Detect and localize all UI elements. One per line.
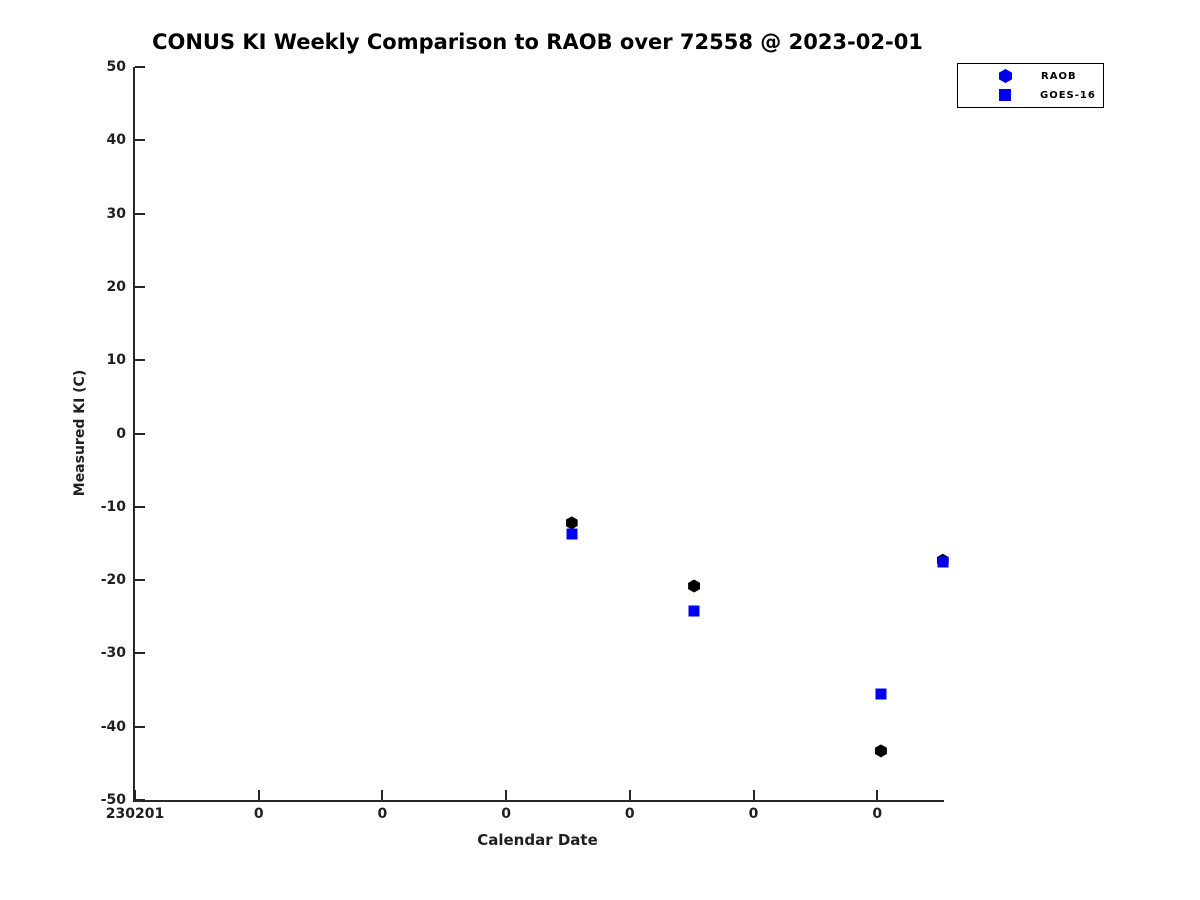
y-tick-mark <box>135 652 145 655</box>
y-tick-mark <box>135 285 145 288</box>
y-tick-label: 10 <box>106 352 126 369</box>
legend-entry-raob: RAOB <box>958 68 1103 84</box>
y-tick-mark <box>135 432 145 435</box>
y-tick-label: -30 <box>100 645 126 662</box>
plot-area: 50 40 30 20 10 0 -10 -20 -30 -40 -50 230201 0 0 0 0 0 0 <box>101 59 949 822</box>
y-tick-label: -20 <box>100 572 126 589</box>
goes-16-data-point <box>937 556 949 568</box>
y-axis-label: Measured KI (C) <box>72 369 88 497</box>
x-tick-mark <box>381 790 384 800</box>
x-tick-label: 0 <box>377 806 388 822</box>
y-tick-label: 40 <box>106 132 126 149</box>
x-tick-label: 230201 <box>105 806 165 822</box>
x-tick-label: 0 <box>253 806 264 822</box>
y-tick-label: 50 <box>106 59 126 75</box>
y-tick-label: -50 <box>100 792 126 808</box>
goes-16-data-point <box>566 528 578 540</box>
raob-data-point <box>874 744 887 758</box>
goes-16-data-point <box>688 605 700 617</box>
x-tick-label: 0 <box>872 806 883 822</box>
x-tick-mark <box>752 790 755 800</box>
x-tick-mark <box>628 790 631 800</box>
y-tick-label: 0 <box>116 425 126 442</box>
x-tick-mark <box>257 790 260 800</box>
y-tick-label: -40 <box>100 718 126 735</box>
legend-label-goes16: GOES-16 <box>1040 89 1096 101</box>
raob-data-point <box>565 516 578 530</box>
x-tick-mark <box>505 790 508 800</box>
x-tick-label: 0 <box>501 806 511 822</box>
x-axis-label: Calendar Date <box>477 831 598 849</box>
raob-data-point <box>688 579 701 593</box>
y-tick-mark <box>135 66 145 68</box>
y-tick-label: 30 <box>106 205 126 222</box>
legend-entry-goes16: GOES-16 <box>958 87 1103 103</box>
chart-title: CONUS KI Weekly Comparison to RAOB over … <box>152 30 923 54</box>
y-tick-mark <box>135 505 145 508</box>
goes-16-data-point <box>875 688 887 700</box>
y-tick-mark <box>135 579 145 582</box>
y-tick-mark <box>135 725 145 728</box>
x-tick-label: 0 <box>748 806 759 822</box>
y-tick-label: 20 <box>106 278 126 295</box>
y-tick-mark <box>135 799 145 801</box>
goes16-square-marker-icon <box>999 89 1011 101</box>
y-tick-mark <box>135 359 145 362</box>
legend-label-raob: RAOB <box>1041 70 1077 82</box>
x-tick-mark <box>134 790 136 800</box>
raob-hexagon-marker-icon <box>999 69 1012 83</box>
y-tick-mark <box>135 139 145 142</box>
y-tick-label: -10 <box>100 498 126 515</box>
legend: RAOB GOES-16 <box>957 63 1104 108</box>
x-tick-label: 0 <box>624 806 635 822</box>
y-tick-mark <box>135 212 145 215</box>
x-tick-mark <box>876 790 879 800</box>
